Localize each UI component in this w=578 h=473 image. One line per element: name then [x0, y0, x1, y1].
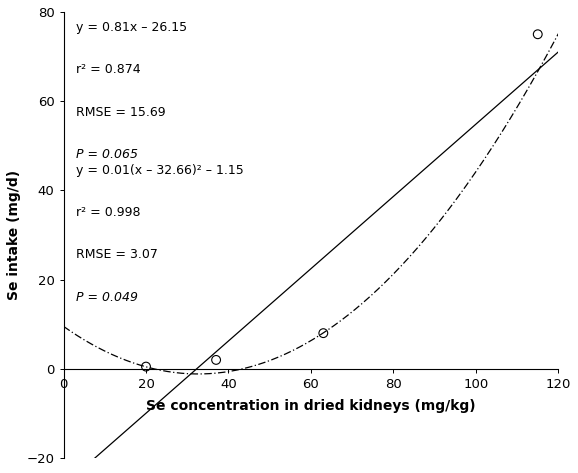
Y-axis label: Se intake (mg/d): Se intake (mg/d) — [7, 170, 21, 300]
Text: RMSE = 3.07: RMSE = 3.07 — [76, 248, 158, 262]
Point — [318, 329, 328, 337]
Point — [142, 363, 151, 370]
Text: r² = 0.998: r² = 0.998 — [76, 206, 140, 219]
Text: P = 0.049: P = 0.049 — [76, 291, 138, 304]
X-axis label: Se concentration in dried kidneys (mg/kg): Se concentration in dried kidneys (mg/kg… — [146, 399, 476, 413]
Point — [533, 30, 542, 38]
Text: y = 0.01(x – 32.66)² – 1.15: y = 0.01(x – 32.66)² – 1.15 — [76, 164, 244, 176]
Text: RMSE = 15.69: RMSE = 15.69 — [76, 105, 165, 119]
Point — [212, 356, 221, 364]
Text: r² = 0.874: r² = 0.874 — [76, 63, 140, 76]
Text: y = 0.81x – 26.15: y = 0.81x – 26.15 — [76, 21, 187, 34]
Text: P = 0.065: P = 0.065 — [76, 148, 138, 161]
